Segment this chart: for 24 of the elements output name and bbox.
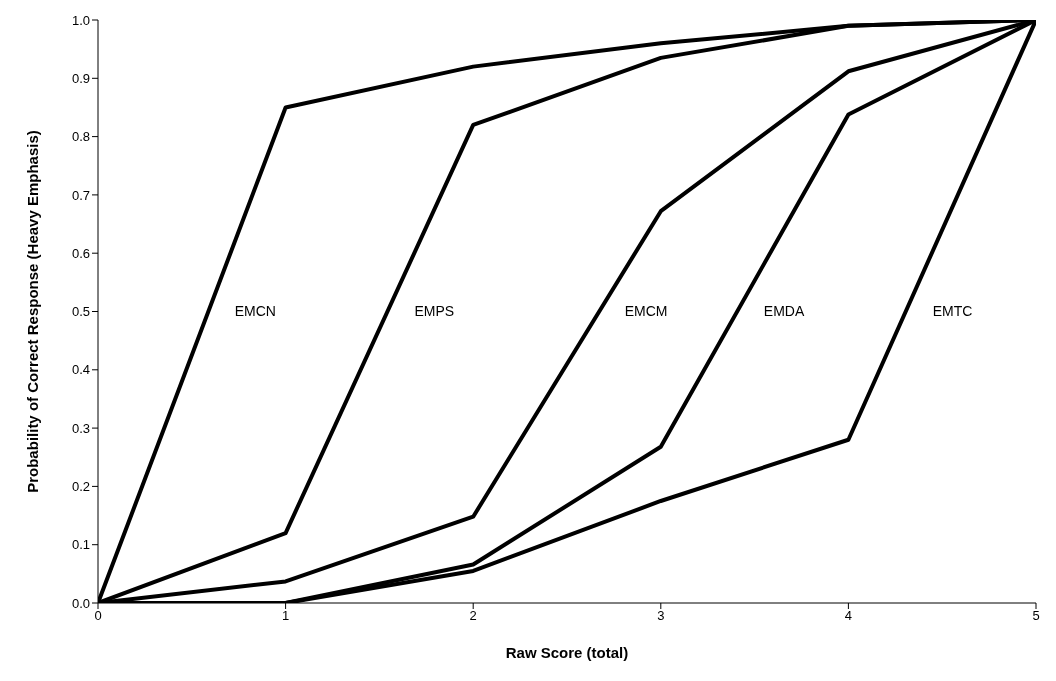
y-tick-label: 0.3 [71, 420, 90, 436]
series-label: EMCM [624, 303, 668, 320]
x-tick-label: 5 [1032, 608, 1040, 624]
series-label: EMTC [932, 303, 973, 320]
series-label: EMPS [414, 303, 455, 320]
y-tick-label: 1.0 [71, 12, 90, 28]
y-tick-label: 0.4 [71, 362, 90, 378]
y-tick-label: 0.2 [71, 479, 90, 495]
y-tick-label: 0.8 [71, 129, 90, 145]
y-tick-label: 0.1 [71, 537, 90, 553]
y-tick-label: 0.9 [71, 70, 90, 86]
x-tick-label: 2 [469, 608, 477, 624]
x-tick-label: 3 [657, 608, 665, 624]
x-axis-title: Raw Score (total) [505, 644, 629, 661]
y-tick-label: 0.5 [71, 304, 90, 320]
y-tick-label: 0.0 [71, 595, 90, 611]
series-label: EMCN [234, 303, 276, 320]
x-tick-label: 1 [281, 608, 290, 624]
x-tick-label: 4 [844, 608, 853, 624]
y-tick-label: 0.7 [71, 187, 90, 203]
y-tick-label: 0.6 [71, 245, 90, 261]
y-axis-title: Probability of Correct Response (Heavy Emphasis) [24, 130, 42, 493]
series-label: EMDA [763, 303, 805, 320]
x-tick-label: 0 [94, 608, 102, 624]
